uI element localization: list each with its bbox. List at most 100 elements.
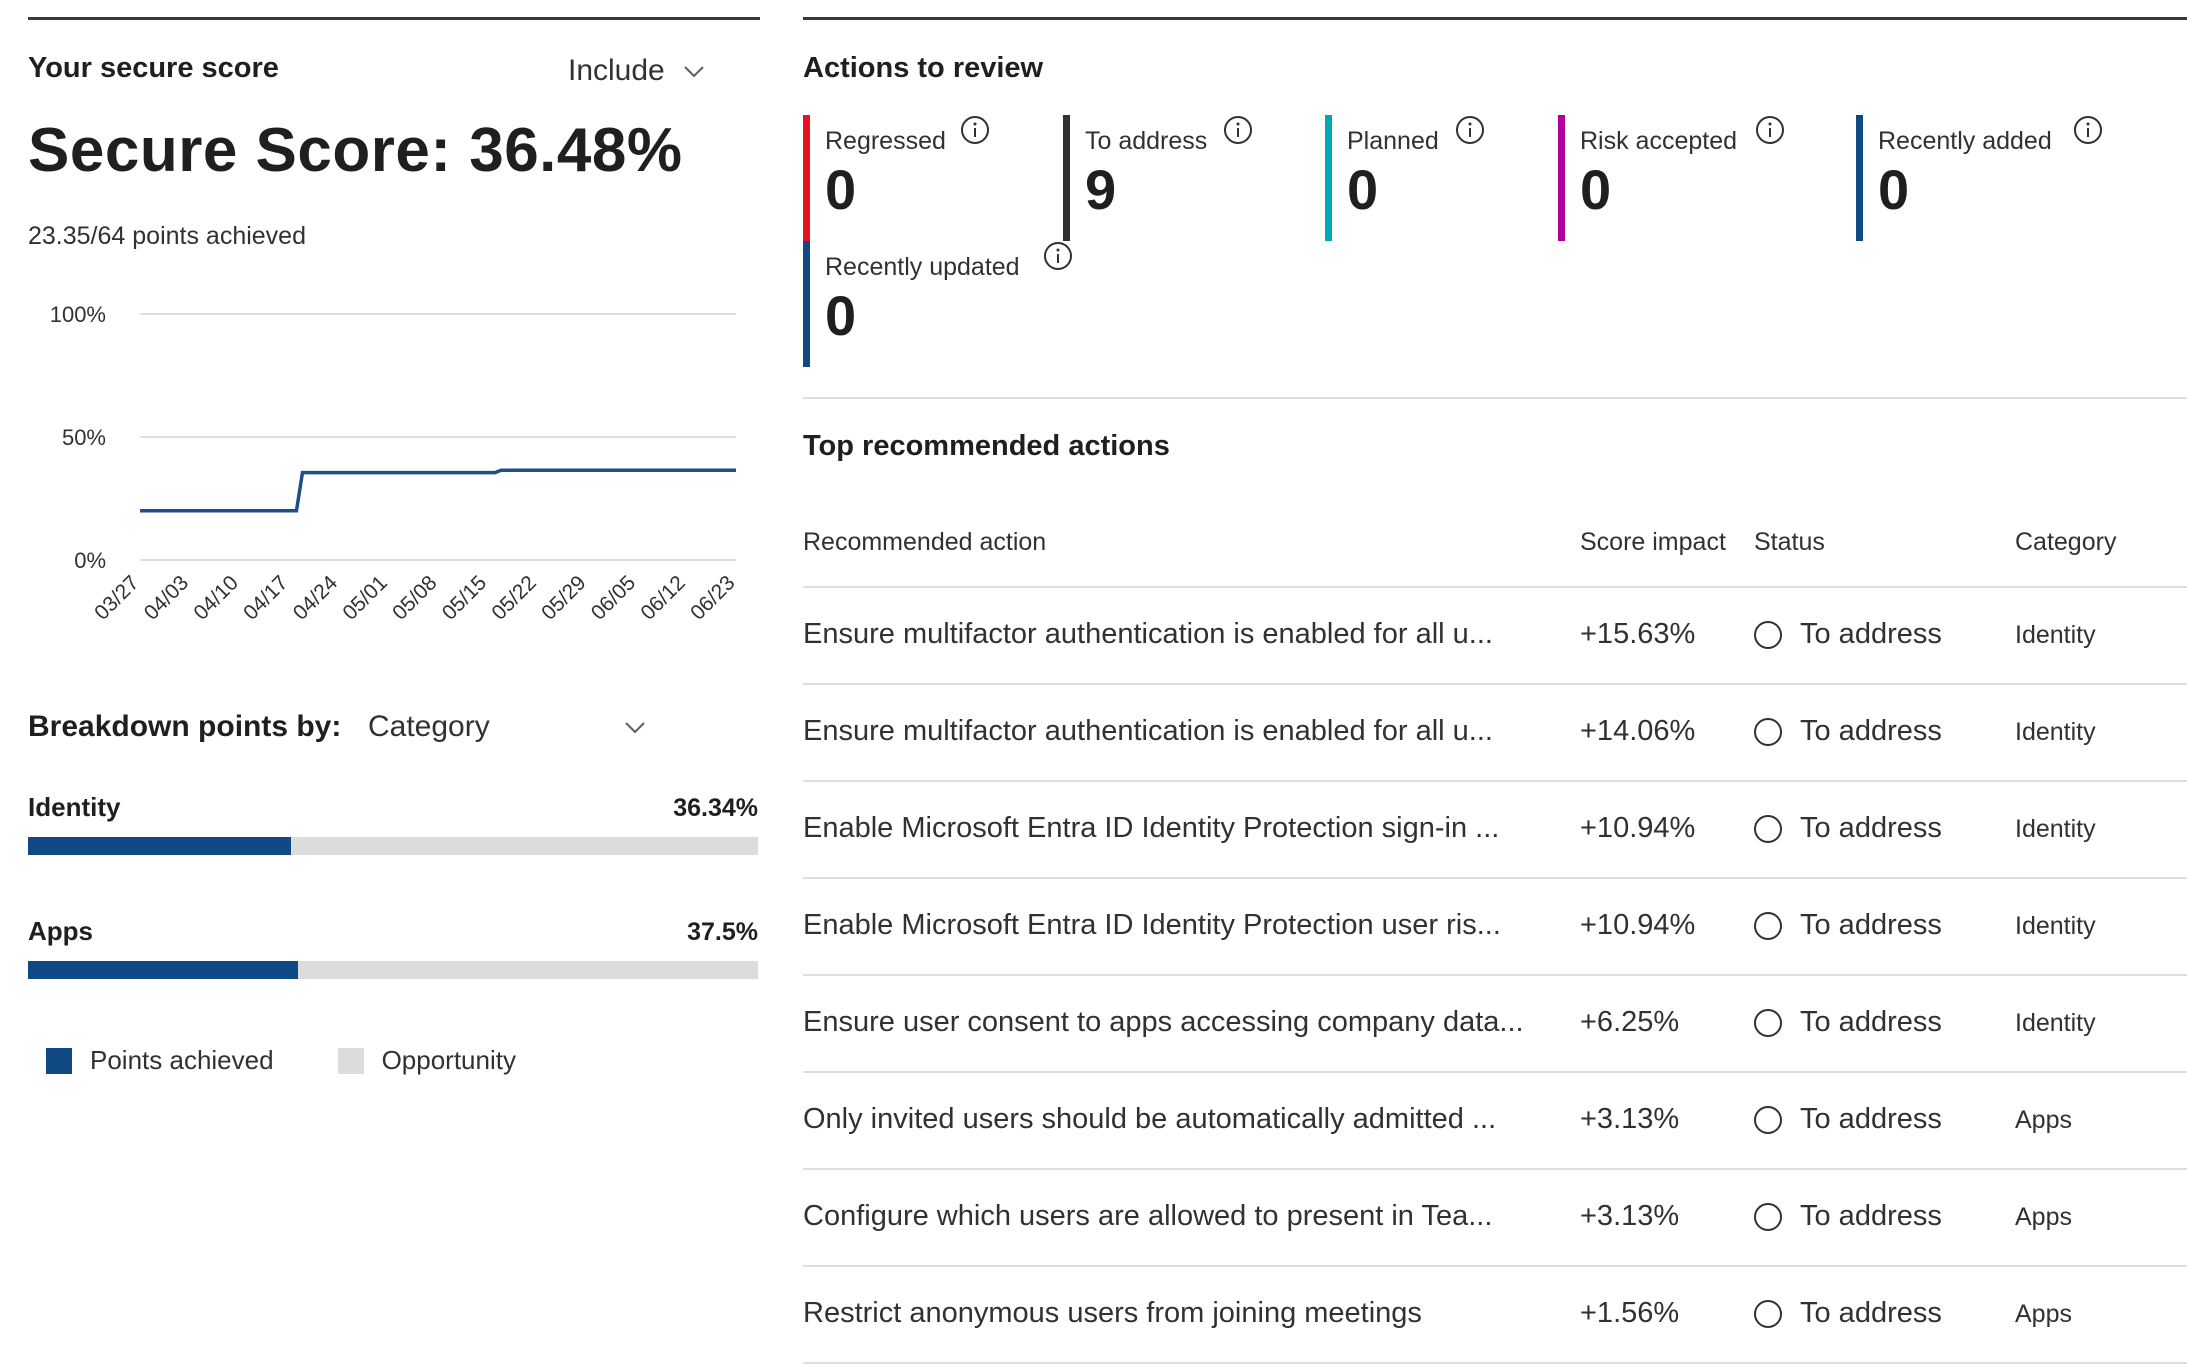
table-row[interactable]: Restrict anonymous users from joining me…	[803, 1267, 2187, 1364]
table-row[interactable]: Enable Microsoft Entra ID Identity Prote…	[803, 782, 2187, 879]
tile-regressed[interactable]: Regressed 0	[803, 115, 946, 241]
status-cell: To address	[1754, 1103, 1942, 1136]
table-row[interactable]: Ensure multifactor authentication is ena…	[803, 685, 2187, 782]
tile-planned[interactable]: Planned 0	[1325, 115, 1439, 241]
section-divider	[803, 397, 2187, 399]
breakdown-label: Breakdown points by:	[28, 710, 342, 743]
score-impact-cell: +1.56%	[1580, 1297, 1680, 1329]
category-progress-fill	[28, 837, 291, 855]
category-progress-bar	[28, 837, 758, 855]
tile-value: 9	[1085, 158, 1117, 221]
legend-label: Opportunity	[381, 1045, 516, 1075]
status-text: To address	[1800, 1006, 1942, 1038]
tile-color-bar	[803, 241, 810, 367]
tile-recently-added[interactable]: Recently added 0	[1856, 115, 2052, 241]
chart-data-point[interactable]	[186, 507, 194, 515]
chevron-down-icon	[684, 66, 704, 78]
info-icon[interactable]	[1455, 115, 1485, 145]
category-cell: Apps	[2015, 1300, 2072, 1328]
category-progress-fill	[28, 961, 299, 979]
score-impact-cell: +3.13%	[1580, 1103, 1680, 1135]
chart-data-point[interactable]	[533, 466, 541, 474]
breakdown-selected-value: Category	[368, 710, 490, 743]
legend-item-points-achieved: Points achieved	[46, 1045, 274, 1076]
chart-data-point[interactable]	[434, 469, 442, 477]
recommended-action-cell[interactable]: Only invited users should be automatical…	[803, 1103, 1497, 1135]
table-row[interactable]: Enable Microsoft Entra ID Identity Prote…	[803, 879, 2187, 976]
tile-to-address[interactable]: To address 9	[1063, 115, 1207, 241]
column-header-status[interactable]: Status	[1754, 528, 1825, 556]
x-tick-label: 04/10	[189, 571, 242, 624]
info-icon[interactable]	[1755, 115, 1785, 145]
chart-data-point[interactable]	[732, 466, 740, 474]
score-impact-cell: +10.94%	[1580, 909, 1696, 941]
status-cell: To address	[1754, 1006, 1942, 1039]
info-icon[interactable]	[2073, 115, 2103, 145]
info-icon[interactable]	[1223, 115, 1253, 145]
recommended-action-cell[interactable]: Ensure multifactor authentication is ena…	[803, 715, 1493, 747]
status-text: To address	[1800, 1103, 1942, 1135]
recommended-action-cell[interactable]: Configure which users are allowed to pre…	[803, 1200, 1493, 1232]
info-icon[interactable]	[1043, 241, 1073, 271]
x-tick-label: 05/01	[338, 571, 391, 624]
status-text: To address	[1800, 1297, 1942, 1329]
category-progress-bar	[28, 961, 758, 979]
column-header-action[interactable]: Recommended action	[803, 528, 1047, 556]
status-circle-icon	[1754, 1008, 1782, 1037]
breakdown-category-dropdown[interactable]: Category	[368, 710, 648, 744]
status-circle-icon	[1754, 717, 1782, 746]
x-tick-label: 05/29	[537, 571, 590, 624]
category-cell: Identity	[2015, 1009, 2096, 1037]
chart-data-point[interactable]	[682, 466, 690, 474]
score-impact-cell: +10.94%	[1580, 812, 1696, 844]
recommended-action-cell[interactable]: Ensure multifactor authentication is ena…	[803, 618, 1493, 650]
include-dropdown[interactable]: Include	[568, 54, 707, 88]
tile-risk-accepted[interactable]: Risk accepted 0	[1558, 115, 1737, 241]
table-row[interactable]: Only invited users should be automatical…	[803, 1073, 2187, 1170]
status-text: To address	[1800, 812, 1942, 844]
top-recommended-actions-title: Top recommended actions	[803, 430, 1170, 462]
recommended-action-cell[interactable]: Enable Microsoft Entra ID Identity Prote…	[803, 812, 1500, 844]
recommended-actions-table: Recommended action Score impact Status C…	[803, 510, 2187, 1364]
x-tick-label: 04/24	[289, 571, 343, 625]
status-cell: To address	[1754, 812, 1942, 845]
column-header-impact[interactable]: Score impact	[1580, 528, 1726, 556]
chart-data-point[interactable]	[285, 507, 293, 515]
tile-recently-updated[interactable]: Recently updated 0	[803, 241, 1020, 367]
column-header-category[interactable]: Category	[2015, 528, 2117, 556]
legend-swatch	[46, 1047, 72, 1074]
chart-data-point[interactable]	[335, 469, 343, 477]
x-tick-label: 06/23	[686, 571, 739, 624]
category-name: Apps	[28, 916, 93, 946]
category-cell: Apps	[2015, 1203, 2072, 1231]
chart-data-point[interactable]	[235, 507, 243, 515]
chart-data-point[interactable]	[136, 507, 144, 515]
card-top-rule	[803, 17, 2187, 20]
score-impact-cell: +15.63%	[1580, 618, 1696, 650]
table-row[interactable]: Ensure multifactor authentication is ena…	[803, 588, 2187, 685]
table-row[interactable]: Ensure user consent to apps accessing co…	[803, 976, 2187, 1073]
score-impact-cell: +3.13%	[1580, 1200, 1680, 1232]
info-icon[interactable]	[960, 115, 990, 145]
recommended-action-cell[interactable]: Ensure user consent to apps accessing co…	[803, 1006, 1524, 1038]
chart-data-point[interactable]	[633, 466, 641, 474]
y-tick-label: 50%	[62, 425, 106, 450]
chart-data-point[interactable]	[384, 469, 392, 477]
chart-data-point[interactable]	[583, 466, 591, 474]
status-text: To address	[1800, 909, 1942, 941]
status-text: To address	[1800, 618, 1942, 650]
category-cell: Identity	[2015, 912, 2096, 940]
tile-value: 0	[825, 284, 857, 347]
chart-data-point[interactable]	[484, 469, 492, 477]
status-cell: To address	[1754, 1200, 1942, 1233]
y-tick-label: 100%	[50, 302, 106, 327]
recommended-action-cell[interactable]: Enable Microsoft Entra ID Identity Prote…	[803, 909, 1501, 941]
x-tick-label: 05/08	[388, 571, 441, 624]
actions-to-review-title: Actions to review	[803, 52, 1044, 84]
category-breakdown-apps: Apps 37.5%	[28, 916, 758, 979]
table-row[interactable]: Configure which users are allowed to pre…	[803, 1170, 2187, 1267]
secure-score-card-title: Your secure score	[28, 52, 279, 84]
recommended-action-cell[interactable]: Restrict anonymous users from joining me…	[803, 1297, 1422, 1329]
include-dropdown-label: Include	[568, 54, 665, 87]
tile-label: Recently added	[1878, 127, 2052, 155]
